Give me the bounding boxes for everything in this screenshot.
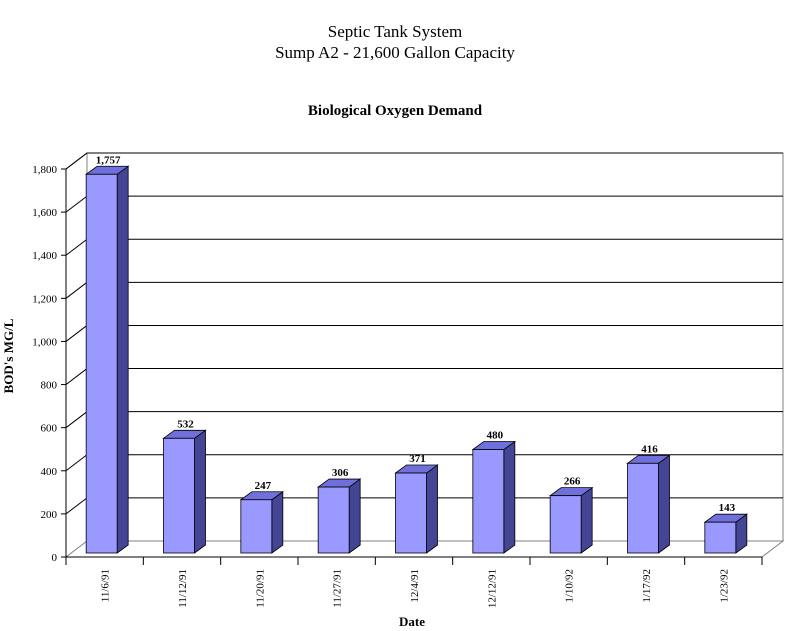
- bar: [316, 478, 362, 554]
- y-axis-ticks: 0 200 400 600 800 1,000 1,200 1,400 1,600 1,800: [32, 164, 66, 564]
- data-label: 143: [719, 502, 736, 514]
- x-tick-label: 11/6/91: [100, 569, 112, 602]
- gridline-side: [65, 325, 88, 342]
- bar-front: [395, 472, 427, 554]
- y-tick-label: 400: [41, 466, 58, 478]
- chart-title: Septic Tank System: [327, 22, 463, 41]
- gridline-side: [65, 454, 88, 472]
- bar-side: [271, 490, 284, 554]
- bar: [626, 454, 671, 554]
- axes: [65, 152, 762, 558]
- y-tick-label: 1,600: [32, 207, 57, 219]
- y-tick-label: 1,000: [32, 336, 57, 348]
- bar-side: [580, 486, 593, 554]
- gridline-side: [65, 195, 88, 213]
- chart-heading: Biological Oxygen Demand: [307, 103, 483, 119]
- x-axis-label: Date: [399, 614, 425, 629]
- bar: [471, 440, 517, 554]
- bar-front: [85, 173, 118, 554]
- bar: [394, 464, 439, 554]
- bar-front: [472, 449, 505, 554]
- chart-subtitle: Sump A2 - 21,600 Gallon Capacity: [275, 43, 515, 62]
- y-tick-label: 1,800: [32, 164, 57, 176]
- bar-side: [658, 454, 670, 554]
- gridline-side: [65, 238, 88, 256]
- data-label: 306: [332, 467, 349, 479]
- x-tick-label: 1/23/92: [718, 569, 730, 603]
- y-tick-label: 800: [41, 380, 58, 392]
- data-label: 416: [641, 443, 658, 455]
- data-label: 1,757: [96, 154, 121, 166]
- y-tick-label: 1,200: [32, 293, 57, 305]
- data-label: 266: [564, 476, 581, 488]
- gridline-side: [65, 281, 88, 299]
- gridline-side: [65, 368, 88, 385]
- x-axis-ticks: 11/6/91 11/12/91 11/20/91 11/27/91 12/4/91 12…: [65, 557, 763, 608]
- bar-front: [549, 495, 582, 554]
- x-tick-label: 11/27/91: [332, 569, 344, 608]
- bar-side: [116, 165, 129, 554]
- bar: [703, 513, 749, 554]
- y-axis-top-edge: [65, 152, 88, 170]
- bar-front: [704, 521, 737, 554]
- bar-side: [426, 464, 438, 554]
- x-tick-label: 11/20/91: [254, 569, 266, 608]
- x-tick-label: 12/4/91: [409, 569, 421, 603]
- x-tick-label: 1/10/92: [564, 569, 576, 603]
- y-tick-label: 1,400: [32, 250, 57, 262]
- bar: [84, 165, 130, 554]
- bar-side: [194, 429, 206, 554]
- bar-front: [317, 486, 350, 554]
- y-axis-label: BOD's MG/L: [1, 318, 16, 393]
- bar-front: [163, 437, 195, 554]
- bar-side: [503, 440, 516, 554]
- x-tick-label: 11/12/91: [177, 569, 189, 608]
- bar: [239, 490, 285, 554]
- bar: [162, 429, 207, 554]
- bars: [84, 165, 749, 554]
- bar: [548, 486, 594, 554]
- data-labels: 1,757 532 247 306 371 480 266 416 143: [96, 154, 736, 514]
- data-label: 480: [487, 430, 504, 442]
- bar-front: [627, 462, 659, 554]
- x-tick-label: 1/17/92: [641, 569, 653, 603]
- data-label: 247: [255, 480, 272, 492]
- data-label: 532: [177, 418, 194, 430]
- x-tick-label: 12/12/91: [486, 569, 498, 608]
- y-tick-label: 600: [41, 423, 58, 435]
- gridline-side: [65, 497, 88, 515]
- y-tick-label: 200: [41, 509, 58, 521]
- data-label: 371: [409, 453, 426, 465]
- gridline-side: [65, 411, 88, 429]
- bar-front: [240, 499, 273, 554]
- bar-side: [348, 478, 361, 554]
- y-tick-label: 0: [52, 552, 58, 564]
